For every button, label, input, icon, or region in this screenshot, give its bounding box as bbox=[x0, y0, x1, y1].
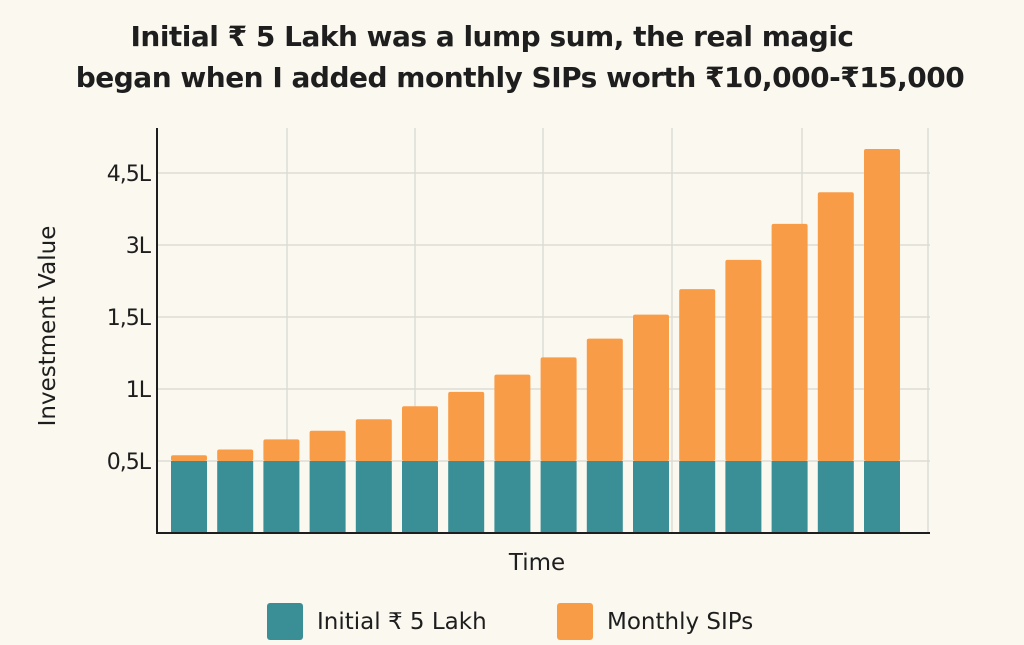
bar-initial bbox=[771, 461, 808, 533]
bar-initial bbox=[817, 461, 854, 533]
bar-monthly-sip bbox=[586, 338, 623, 461]
y-tick-label: 0,5L bbox=[107, 450, 152, 475]
bar-monthly-sip bbox=[402, 406, 438, 461]
bar-initial bbox=[864, 461, 900, 533]
legend-label-sip: Monthly SIPs bbox=[607, 608, 754, 635]
legend-item-initial: Initial ₹ 5 Lakh bbox=[267, 603, 487, 640]
bar-initial bbox=[679, 461, 716, 533]
bar-monthly-sip bbox=[171, 455, 207, 461]
bar-monthly-sip bbox=[771, 223, 808, 461]
legend-swatch-sip bbox=[557, 603, 593, 640]
bar-monthly-sip bbox=[864, 149, 900, 461]
bar-initial bbox=[217, 461, 254, 533]
bar-initial bbox=[448, 461, 485, 533]
bar-initial bbox=[309, 461, 346, 533]
legend-swatch-initial bbox=[267, 603, 303, 640]
chart-subtitle: began when I added monthly SIPs worth ₹1… bbox=[75, 61, 965, 94]
bar-monthly-sip bbox=[494, 374, 531, 461]
bar-initial bbox=[263, 461, 300, 533]
bar-monthly-sip bbox=[633, 314, 669, 461]
bar-monthly-sip bbox=[817, 192, 854, 461]
bar-initial bbox=[540, 461, 577, 533]
bar-monthly-sip bbox=[448, 391, 485, 461]
bar-monthly-sip bbox=[309, 430, 346, 461]
y-tick-label: 3L bbox=[126, 234, 152, 259]
bar-initial bbox=[586, 461, 623, 533]
bar-monthly-sip bbox=[725, 259, 762, 461]
bar-monthly-sip bbox=[679, 289, 716, 461]
bar-initial bbox=[725, 461, 762, 533]
y-tick-label: 4,5L bbox=[107, 162, 152, 187]
legend-label-initial: Initial ₹ 5 Lakh bbox=[317, 608, 487, 635]
bar-initial bbox=[402, 461, 438, 533]
chart-title: Initial ₹ 5 Lakh was a lump sum, the rea… bbox=[130, 20, 854, 53]
bar-monthly-sip bbox=[355, 419, 392, 461]
bar-initial bbox=[494, 461, 531, 533]
bar-initial bbox=[171, 461, 207, 533]
x-axis-label: Time bbox=[508, 550, 566, 576]
legend-item-sip: Monthly SIPs bbox=[557, 603, 753, 640]
bar-initial bbox=[355, 461, 392, 533]
y-axis-label: Investment Value bbox=[35, 225, 61, 427]
y-tick-label: 1,5L bbox=[107, 306, 152, 331]
bar-monthly-sip bbox=[217, 449, 254, 461]
bar-monthly-sip bbox=[263, 439, 300, 461]
bar-initial bbox=[633, 461, 669, 533]
bar-monthly-sip bbox=[540, 357, 577, 461]
y-tick-label: 1L bbox=[126, 378, 152, 403]
